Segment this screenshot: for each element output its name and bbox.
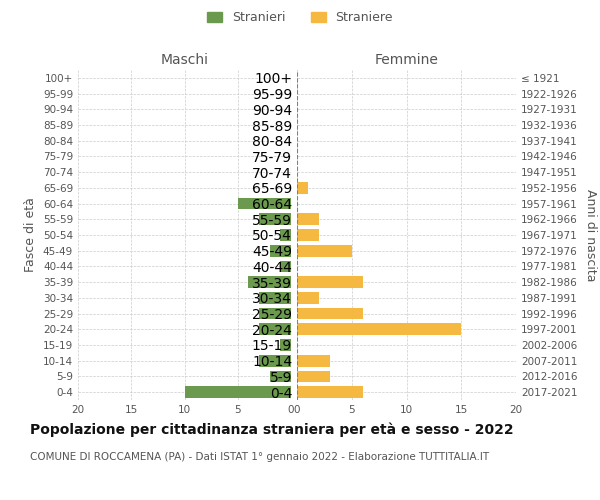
- Bar: [259, 355, 291, 366]
- Title: Maschi: Maschi: [161, 54, 209, 68]
- Y-axis label: Fasce di età: Fasce di età: [25, 198, 37, 272]
- Text: Popolazione per cittadinanza straniera per età e sesso - 2022: Popolazione per cittadinanza straniera p…: [30, 422, 514, 437]
- Bar: [259, 308, 291, 320]
- Bar: [270, 370, 291, 382]
- Bar: [259, 292, 291, 304]
- Title: Femmine: Femmine: [374, 54, 439, 68]
- Bar: [297, 292, 319, 304]
- Bar: [259, 324, 291, 335]
- Bar: [297, 214, 319, 225]
- Bar: [248, 276, 291, 288]
- Bar: [270, 245, 291, 256]
- Bar: [297, 229, 319, 241]
- Bar: [297, 245, 352, 256]
- Bar: [297, 324, 461, 335]
- Legend: Stranieri, Straniere: Stranieri, Straniere: [202, 6, 398, 29]
- Bar: [297, 386, 363, 398]
- Bar: [259, 214, 291, 225]
- Bar: [297, 370, 330, 382]
- Bar: [185, 386, 291, 398]
- Bar: [297, 355, 330, 366]
- Bar: [238, 198, 291, 209]
- Text: COMUNE DI ROCCAMENA (PA) - Dati ISTAT 1° gennaio 2022 - Elaborazione TUTTITALIA.: COMUNE DI ROCCAMENA (PA) - Dati ISTAT 1°…: [30, 452, 489, 462]
- Bar: [297, 182, 308, 194]
- Y-axis label: Anni di nascita: Anni di nascita: [584, 188, 597, 281]
- Bar: [297, 276, 363, 288]
- Bar: [280, 339, 291, 351]
- Bar: [280, 260, 291, 272]
- Bar: [280, 229, 291, 241]
- Bar: [297, 308, 363, 320]
